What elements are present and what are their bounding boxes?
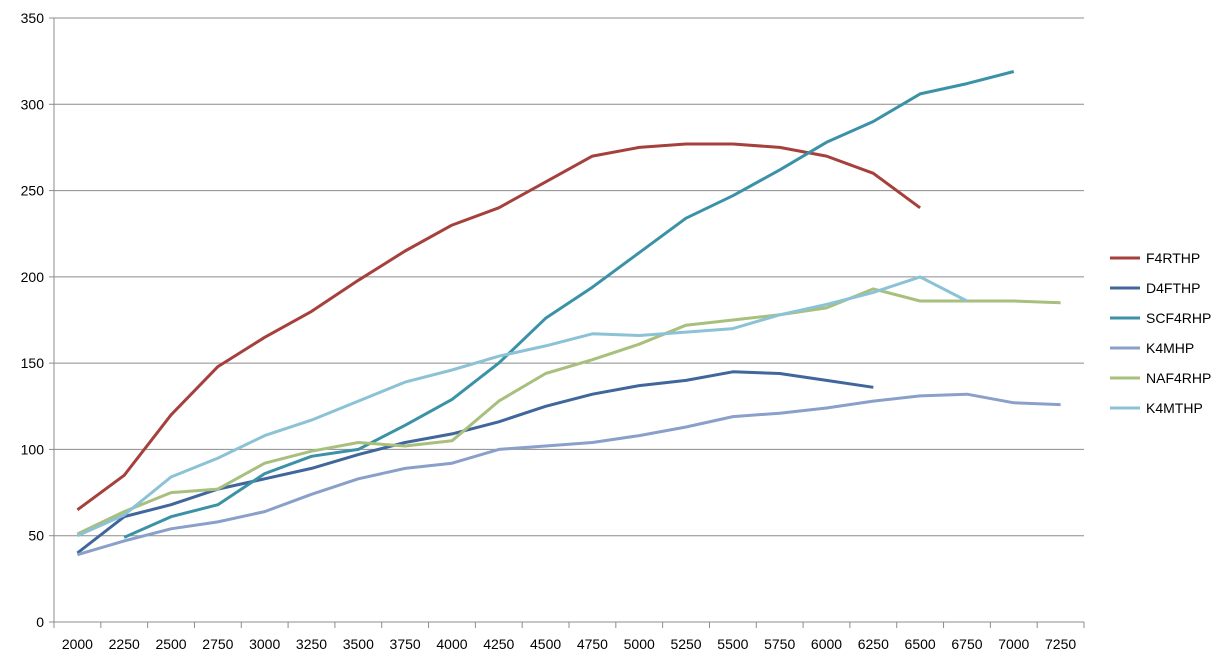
series-scf4rhp	[123, 70, 1015, 539]
legend-label: D4FTHP	[1146, 280, 1200, 296]
x-tick-label: 4250	[483, 636, 514, 652]
series-line-scf4rhp	[123, 70, 1015, 539]
x-tick-label: 3000	[249, 636, 280, 652]
legend-label: SCF4RHP	[1146, 310, 1211, 326]
x-tick-label: 2500	[155, 636, 186, 652]
legend-label: NAF4RHP	[1146, 370, 1211, 386]
x-tick-label: 2750	[202, 636, 233, 652]
x-tick-label: 7000	[998, 636, 1029, 652]
x-tick-label: 4500	[530, 636, 561, 652]
legend-label: K4MHP	[1146, 340, 1194, 356]
y-tick-label: 350	[21, 10, 45, 26]
x-tick-label: 5500	[717, 636, 748, 652]
x-tick-label: 5000	[624, 636, 655, 652]
axes	[49, 17, 1085, 628]
series-line-f4rthp	[76, 142, 921, 512]
x-tick-label: 5250	[670, 636, 701, 652]
x-tick-label: 6250	[858, 636, 889, 652]
x-tick-label: 6500	[905, 636, 936, 652]
series-line-naf4rhp	[76, 287, 1061, 536]
x-axis-tick-labels: 2000 2250 2500 2750 3000 3250 3500 3750 4000 4250…	[62, 636, 1077, 652]
legend-label: F4RTHP	[1146, 250, 1200, 266]
series-d4fthp	[76, 370, 874, 555]
series-line-k4mhp	[76, 392, 1061, 557]
series-f4rthp	[76, 142, 921, 512]
x-tick-label: 7250	[1045, 636, 1076, 652]
x-tick-label: 2250	[109, 636, 140, 652]
series-line-k4mthp	[76, 275, 968, 538]
x-tick-label: 3750	[390, 636, 421, 652]
x-tick-label: 2000	[62, 636, 93, 652]
legend-label: K4MTHP	[1146, 400, 1203, 416]
y-tick-label: 0	[36, 614, 44, 630]
series-lines	[76, 70, 1061, 557]
y-axis-tick-labels: 0 50 100 150 200 250 300 350	[21, 10, 45, 630]
series-k4mhp	[76, 392, 1061, 557]
x-tick-label: 6000	[811, 636, 842, 652]
x-tick-label: 3500	[343, 636, 374, 652]
legend: F4RTHP D4FTHP SCF4RHP K4MHP NAF4RHP K4MTHP	[1110, 250, 1211, 416]
x-tick-label: 4750	[577, 636, 608, 652]
x-tick-label: 4000	[436, 636, 467, 652]
x-tick-label: 3250	[296, 636, 327, 652]
x-tick-label: 6750	[951, 636, 982, 652]
series-k4mthp	[76, 275, 968, 538]
series-naf4rhp	[76, 287, 1061, 536]
y-tick-label: 200	[21, 269, 45, 285]
y-tick-label: 300	[21, 96, 45, 112]
y-tick-label: 100	[21, 441, 45, 457]
x-tick-label: 5750	[764, 636, 795, 652]
y-tick-label: 250	[21, 183, 45, 199]
y-tick-label: 50	[28, 528, 44, 544]
series-line-d4fthp	[76, 370, 874, 555]
gridlines	[54, 17, 1084, 537]
y-tick-label: 150	[21, 355, 45, 371]
